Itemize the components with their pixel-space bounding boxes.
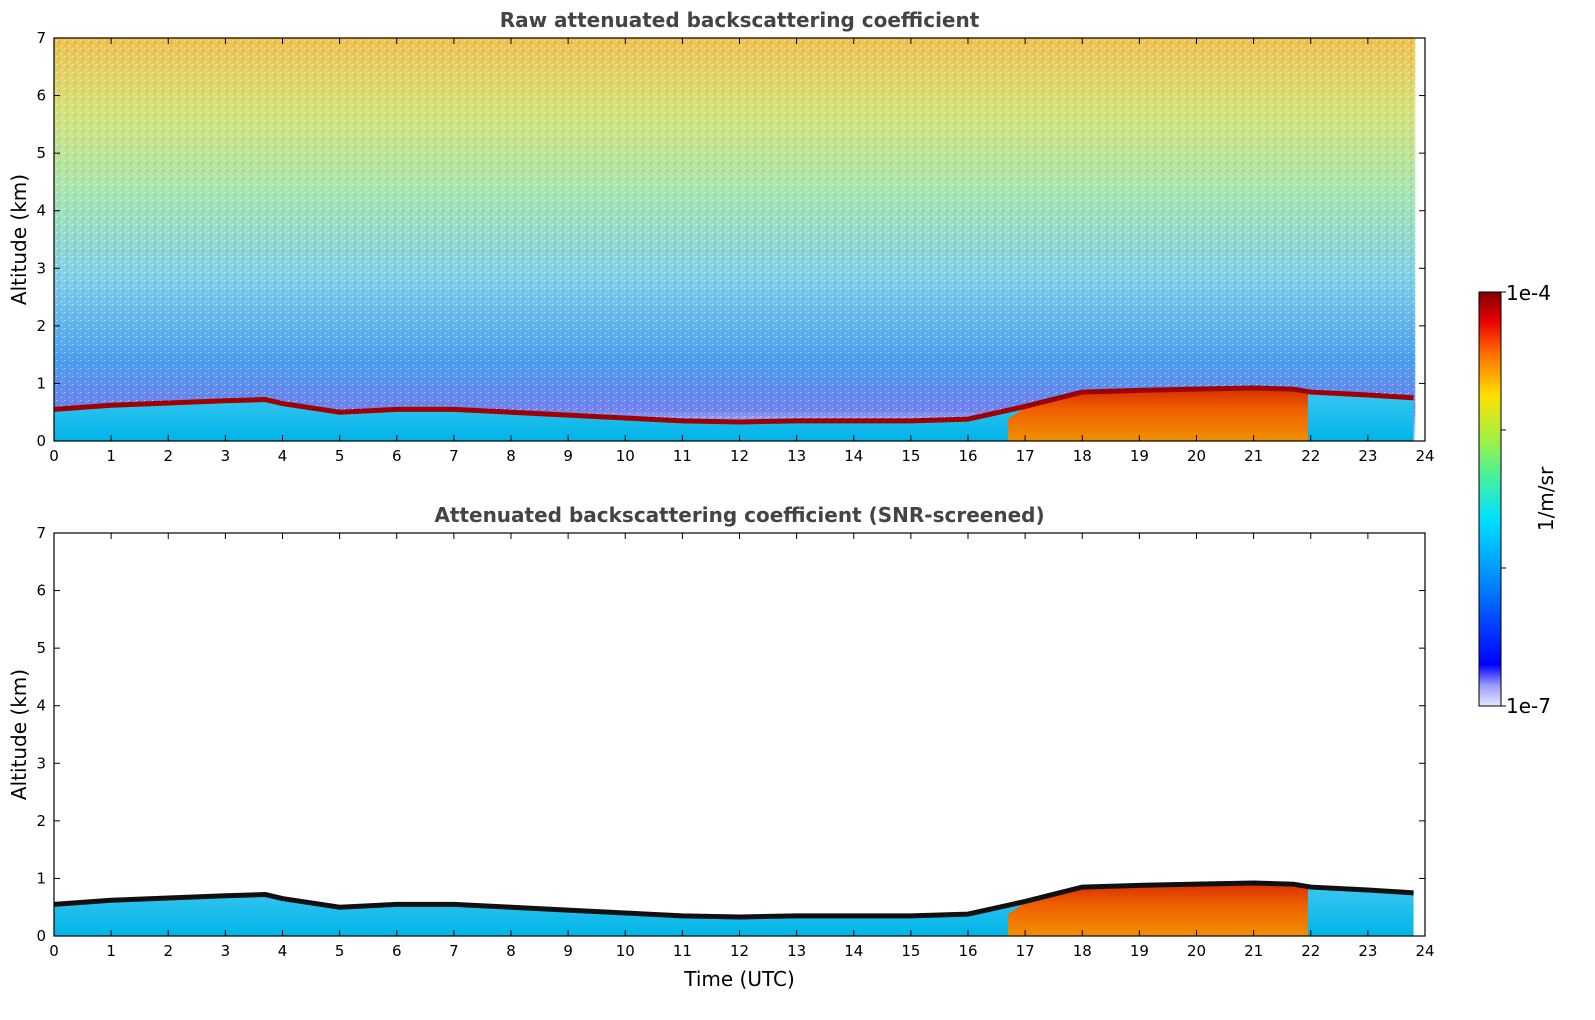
screened-x-tick-label: 9 [563,942,573,960]
raw-y-tick-label: 1 [36,374,46,392]
raw-x-tick-label: 14 [844,447,863,465]
screened-x-tick-label: 12 [730,942,749,960]
raw-y-tick-label: 6 [36,87,46,105]
screened-x-tick-label: 20 [1187,942,1206,960]
screened-x-tick-label: 8 [506,942,516,960]
raw-x-tick-label: 15 [901,447,920,465]
raw-x-tick-label: 5 [335,447,345,465]
raw-x-tick-label: 23 [1358,447,1377,465]
raw-x-tick-label: 4 [278,447,288,465]
raw-backscatter-field [54,38,1416,441]
raw-x-tick-label: 17 [1016,447,1035,465]
screened-x-axis-ticks: 0 1 2 3 4 5 6 7 8 9 10 11 12 13 14 15 16 17 18 19 20 21 22 23 24 [49,533,1435,960]
raw-y-tick-label: 0 [36,432,46,450]
raw-x-tick-label: 7 [449,447,459,465]
colorbar-unit-label: 1/m/sr [1534,466,1558,531]
screened-y-tick-label: 5 [36,639,46,657]
x-axis-label: Time (UTC) [683,967,795,991]
raw-panel-title: Raw attenuated backscattering coefficien… [500,8,980,32]
screened-x-tick-label: 2 [163,942,173,960]
screened-x-tick-label: 23 [1358,942,1377,960]
raw-x-tick-label: 10 [616,447,635,465]
raw-x-tick-label: 8 [506,447,516,465]
raw-x-tick-label: 9 [563,447,573,465]
raw-x-tick-label: 16 [958,447,977,465]
screened-x-tick-label: 18 [1073,942,1092,960]
raw-x-tick-label: 3 [221,447,231,465]
raw-x-tick-label: 18 [1073,447,1092,465]
raw-y-tick-label: 4 [36,202,46,220]
raw-x-tick-label: 2 [163,447,173,465]
screened-x-tick-label: 13 [787,942,806,960]
screened-layer-top-line [54,880,1414,920]
raw-x-tick-label: 22 [1301,447,1320,465]
raw-x-tick-label: 20 [1187,447,1206,465]
colorbar-min-label: 1e-7 [1506,694,1551,718]
screened-x-tick-label: 1 [106,942,116,960]
raw-x-tick-label: 21 [1244,447,1263,465]
raw-y-axis-ticks: 0 1 2 3 4 5 6 7 [36,29,1425,450]
screened-y-tick-label: 7 [36,524,46,542]
raw-y-tick-label: 5 [36,144,46,162]
screened-y-axis-ticks: 0 1 2 3 4 5 6 7 [36,524,1425,945]
screened-y-tick-label: 3 [36,754,46,772]
screened-x-tick-label: 19 [1130,942,1149,960]
screened-x-tick-label: 21 [1244,942,1263,960]
screened-x-tick-label: 17 [1016,942,1035,960]
raw-backscatter-panel: Raw attenuated backscattering coefficien… [7,8,1435,465]
colorbar: 1e-4 1e-7 1/m/sr [1478,281,1558,718]
screened-y-tick-label: 2 [36,812,46,830]
raw-dense-layer [1007,389,1308,441]
raw-y-tick-label: 2 [36,317,46,335]
screened-panel-title: Attenuated backscattering coefficient (S… [434,503,1044,527]
raw-y-tick-label: 3 [36,259,46,277]
screened-y-tick-label: 1 [36,869,46,887]
screened-x-tick-label: 10 [616,942,635,960]
raw-x-tick-label: 12 [730,447,749,465]
screened-x-tick-label: 16 [958,942,977,960]
raw-x-tick-label: 0 [49,447,59,465]
raw-x-tick-label: 6 [392,447,402,465]
screened-x-tick-label: 15 [901,942,920,960]
raw-x-tick-label: 24 [1415,447,1434,465]
screened-backscatter-panel: Attenuated backscattering coefficient (S… [7,503,1435,991]
screened-x-tick-label: 6 [392,942,402,960]
colorbar-ticks [1501,291,1506,707]
screened-x-tick-label: 7 [449,942,459,960]
screened-x-tick-label: 4 [278,942,288,960]
raw-x-tick-label: 19 [1130,447,1149,465]
screened-backscatter-field [54,880,1414,936]
screened-plot-frame [53,532,1426,937]
screened-y-tick-label: 4 [36,697,46,715]
raw-x-tick-label: 13 [787,447,806,465]
raw-layer-top-line [54,385,1414,425]
screened-dense-layer [1007,884,1308,936]
colorbar-gradient [1478,291,1502,707]
screened-y-axis-label: Altitude (km) [7,669,31,800]
screened-x-tick-label: 14 [844,942,863,960]
raw-x-tick-label: 11 [673,447,692,465]
raw-x-axis-ticks: 0 1 2 3 4 5 6 7 8 9 10 11 12 13 14 15 16 17 18 19 20 21 22 23 24 [49,38,1435,465]
screened-x-tick-label: 0 [49,942,59,960]
raw-y-axis-label: Altitude (km) [7,174,31,305]
screened-x-tick-label: 3 [221,942,231,960]
raw-y-tick-label: 7 [36,29,46,47]
screened-x-tick-label: 5 [335,942,345,960]
screened-y-tick-label: 0 [36,927,46,945]
screened-x-tick-label: 22 [1301,942,1320,960]
raw-noise-texture [54,38,1416,441]
screened-x-tick-label: 11 [673,942,692,960]
colorbar-max-label: 1e-4 [1506,281,1551,305]
raw-x-tick-label: 1 [106,447,116,465]
screened-y-tick-label: 6 [36,582,46,600]
screened-x-tick-label: 24 [1415,942,1434,960]
